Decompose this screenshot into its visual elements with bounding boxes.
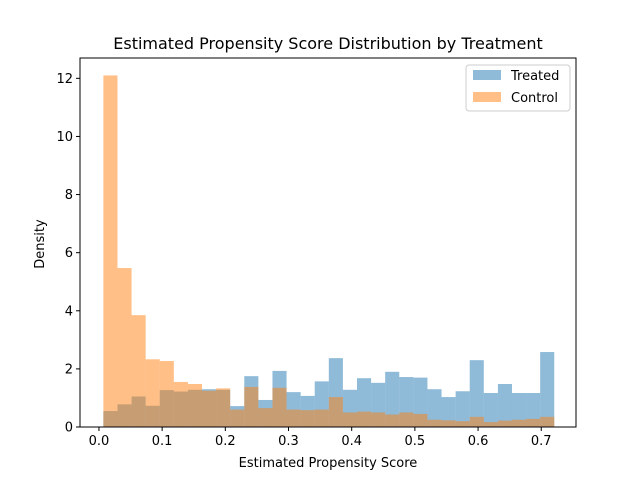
bar-control-29: [511, 419, 527, 427]
bar-treated-25: [455, 391, 470, 427]
bar-control-3: [145, 359, 160, 427]
bar-control-10: [244, 386, 259, 427]
bar-control-13: [286, 409, 301, 427]
y-axis-ticks: 0 2 4 6 8 10 12: [56, 72, 80, 436]
y-axis-label: Density: [33, 219, 48, 269]
x-tick-label: 0.7: [531, 434, 552, 449]
x-tick-label: 0.4: [341, 434, 362, 449]
y-tick-label: 0: [65, 421, 73, 436]
legend-label-treated: Treated: [510, 69, 559, 84]
bar-control-19: [371, 412, 386, 427]
x-tick-label: 0.2: [215, 434, 236, 449]
bar-control-24: [441, 420, 456, 427]
legend-label-control: Control: [511, 91, 558, 106]
bar-control-25: [455, 421, 470, 427]
bar-treated-23: [427, 389, 442, 427]
bar-control-6: [187, 384, 203, 427]
bar-control-31: [540, 416, 555, 427]
x-axis-label: Estimated Propensity Score: [239, 456, 418, 471]
bar-control-16: [328, 397, 343, 427]
x-tick-label: 0.0: [89, 434, 110, 449]
bar-treated-24: [441, 397, 456, 427]
bar-control-8: [216, 388, 231, 427]
bar-control-1: [117, 268, 132, 427]
bar-control-28: [497, 420, 512, 427]
bar-control-26: [469, 416, 484, 427]
bar-control-23: [427, 419, 442, 427]
histogram-bars: [103, 75, 555, 428]
x-tick-label: 0.3: [278, 434, 299, 449]
x-tick-label: 0.6: [468, 434, 489, 449]
y-tick-label: 4: [65, 304, 73, 319]
bar-treated-20: [385, 371, 400, 427]
bar-control-9: [230, 409, 245, 427]
y-tick-label: 10: [56, 130, 73, 145]
x-axis-ticks: 0.0 0.1 0.2 0.3 0.4 0.5 0.6 0.7: [89, 427, 552, 449]
bar-control-21: [399, 412, 414, 427]
bar-control-0: [103, 75, 118, 428]
chart-title: Estimated Propensity Score Distribution …: [113, 34, 543, 53]
bar-control-5: [173, 381, 188, 427]
y-tick-label: 2: [65, 362, 73, 377]
bar-control-20: [385, 414, 400, 427]
bar-control-7: [202, 390, 217, 427]
bar-control-14: [300, 410, 315, 427]
bar-control-4: [159, 361, 174, 427]
bar-control-2: [131, 315, 146, 427]
y-tick-label: 12: [56, 72, 73, 87]
x-tick-label: 0.1: [152, 434, 173, 449]
bar-control-12: [272, 387, 287, 427]
series-control: [103, 75, 555, 428]
bar-control-11: [258, 408, 273, 427]
bar-control-17: [342, 412, 357, 427]
legend-swatch-treated: [473, 70, 501, 80]
legend: Treated Control: [465, 64, 571, 112]
legend-swatch-control: [473, 92, 501, 102]
bar-treated-29: [511, 393, 527, 427]
bar-control-18: [357, 411, 372, 427]
bar-treated-31: [540, 352, 555, 427]
bar-control-30: [526, 418, 541, 427]
bar-control-27: [483, 422, 498, 427]
plot-frame: [79, 57, 577, 428]
bar-treated-30: [526, 393, 541, 427]
x-tick-label: 0.5: [405, 434, 426, 449]
bar-control-15: [314, 409, 329, 427]
bar-control-22: [413, 413, 428, 427]
bar-treated-26: [469, 360, 484, 427]
y-tick-label: 6: [65, 246, 73, 261]
bar-treated-28: [497, 384, 512, 427]
y-tick-label: 8: [65, 188, 73, 203]
bar-treated-27: [483, 393, 498, 427]
